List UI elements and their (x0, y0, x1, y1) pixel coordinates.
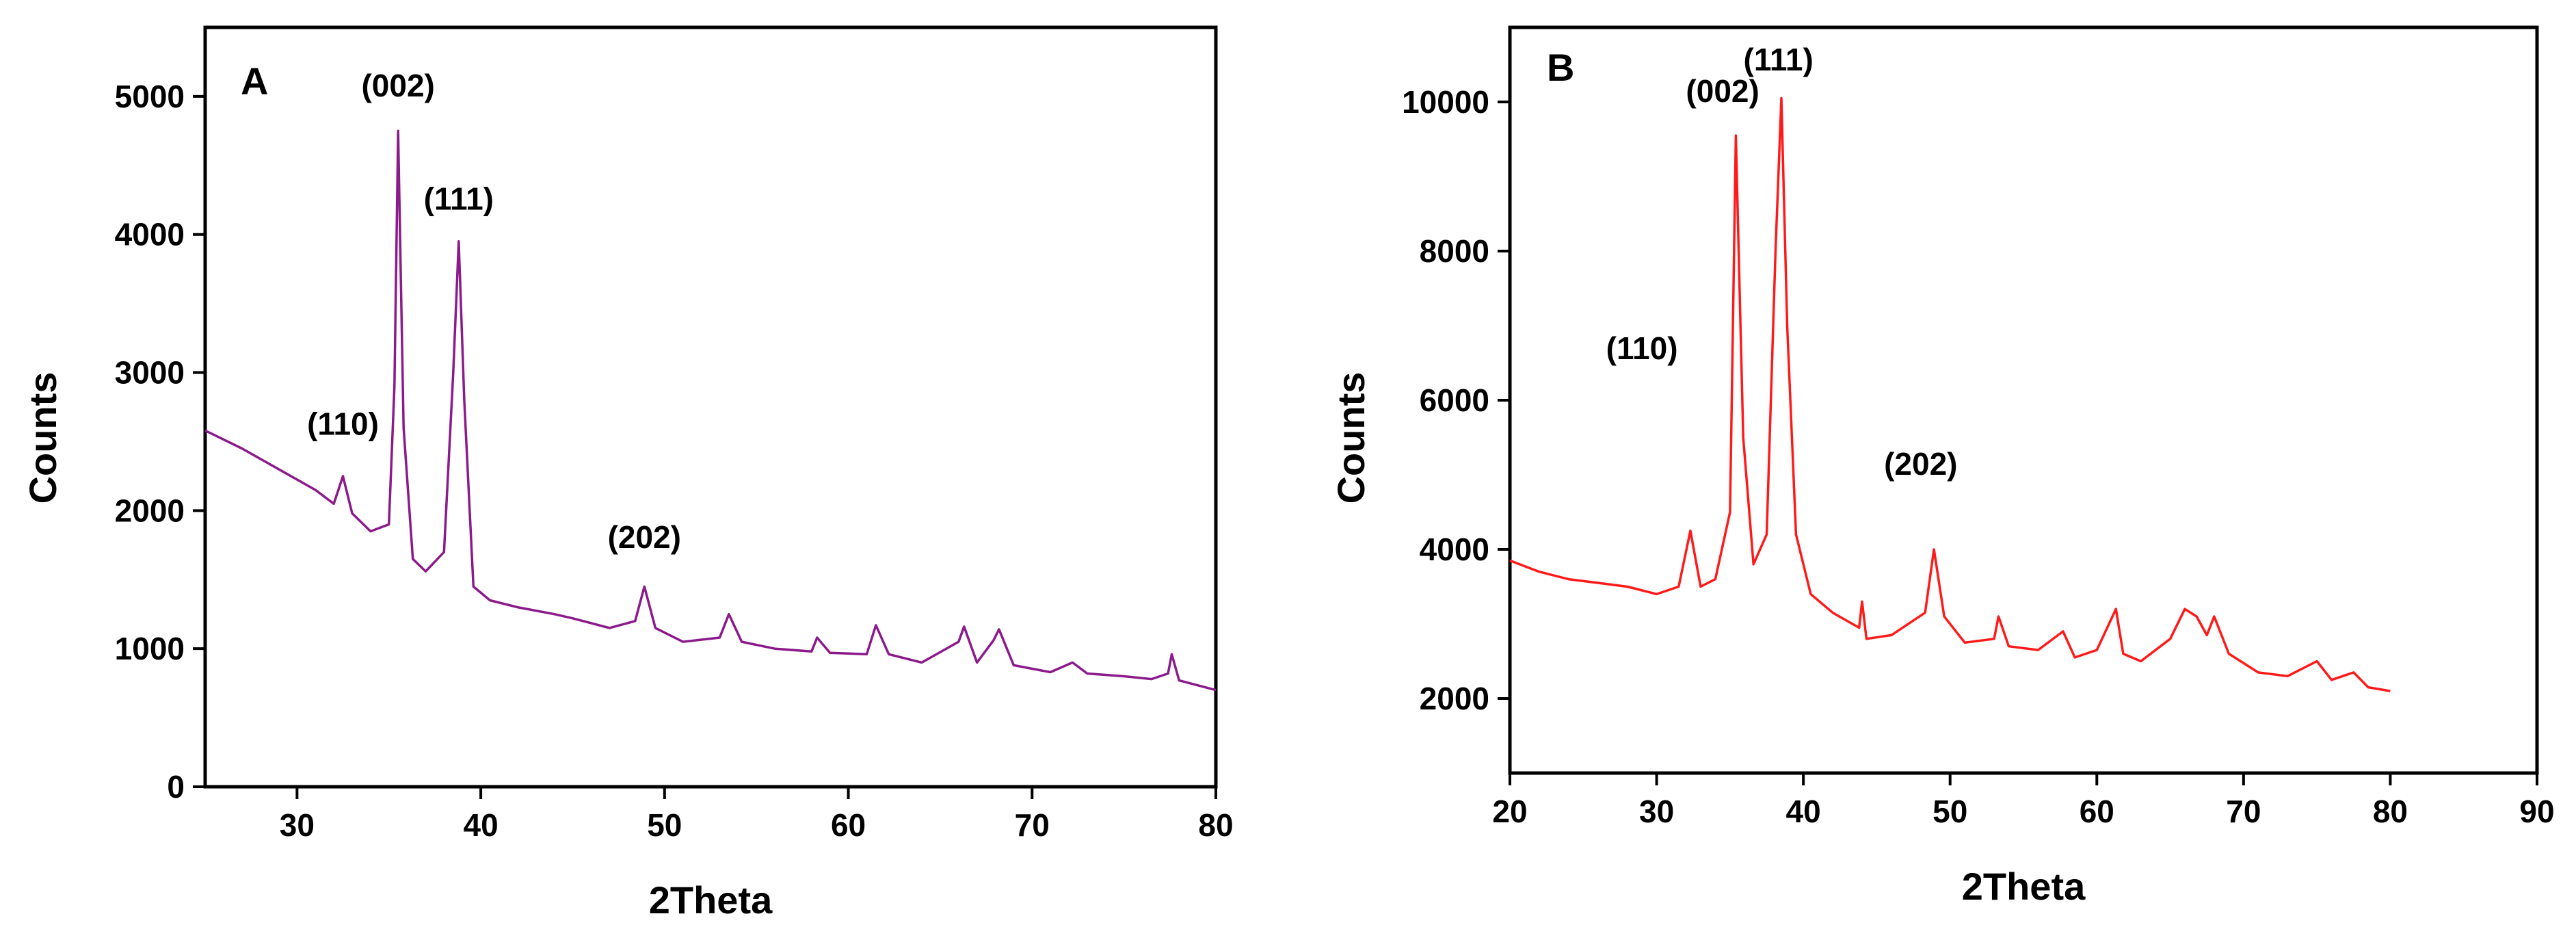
panel-a-x-axis-title: 2Theta (649, 878, 773, 922)
panel-a-y-axis-title: Counts (21, 372, 64, 504)
panel-b-x-tick-label: 80 (2373, 794, 2408, 829)
panel-a-series-line (204, 129, 1217, 692)
panel-a-y-tick-label: 0 (167, 769, 185, 805)
panel-a-x-tick-label: 60 (831, 807, 866, 843)
panel-a-x-tick-label: 40 (464, 807, 499, 843)
panel-a-peak-label: (110) (307, 406, 379, 441)
panel-b-peak-label: (111) (1744, 42, 1814, 77)
panel-b-y-tick-label: 4000 (1420, 532, 1489, 567)
panel-b-peak-labels: (110) (002)(111) (202) (1606, 42, 1958, 482)
panel-b-series-line (1509, 96, 2391, 692)
panel-a-y-tick-label: 5000 (115, 79, 185, 114)
panel-b-x-tick-label: 50 (1933, 794, 1967, 829)
panel-b-y-tick-label: 8000 (1420, 233, 1489, 269)
panel-b: 20 30 40 50 60 70 80 90 2000 4000 6000 8000 10000 (… (1329, 25, 2555, 908)
panel-b-x-tick-label: 40 (1786, 794, 1821, 829)
panel-a: 30 40 50 60 70 80 0 1000 2000 3000 4000 5000 (110)… (21, 25, 1234, 922)
panel-a-y-tick-label: 1000 (115, 631, 185, 666)
panel-a-x-tick-label: 80 (1198, 807, 1233, 843)
panel-a-y-tick-label: 2000 (115, 493, 185, 528)
panel-a-label: A (241, 60, 268, 103)
panel-b-x-axis-title: 2Theta (1962, 865, 2086, 908)
panel-a-x-tick-label: 30 (280, 807, 315, 843)
panel-a-peak-label: (202) (608, 519, 681, 555)
panel-a-plot-frame (203, 25, 1218, 789)
panel-b-y-tick-label: 6000 (1420, 382, 1489, 418)
panel-a-x-axis: 30 40 50 60 70 80 (280, 787, 1234, 843)
panel-b-y-tick-label: 2000 (1420, 681, 1489, 716)
panel-a-peak-label: (111) (424, 181, 494, 216)
panel-b-x-tick-label: 30 (1639, 794, 1674, 829)
panel-b-peak-label: (202) (1884, 446, 1957, 482)
panel-b-y-tick-label: 10000 (1402, 84, 1489, 120)
panel-a-peak-label: (002) (361, 68, 434, 103)
panel-a-peak-labels: (110) (002) (111) (202) (307, 68, 681, 555)
panel-b-y-axis-title: Counts (1329, 372, 1372, 504)
panel-b-x-tick-label: 60 (2080, 794, 2114, 829)
panel-b-x-tick-label: 70 (2226, 794, 2261, 829)
panel-b-plot-frame (1508, 25, 2539, 775)
panel-b-peak-label: (002) (1686, 73, 1759, 109)
panel-a-y-axis: 0 1000 2000 3000 4000 5000 (115, 79, 205, 805)
panel-b-label: B (1547, 46, 1574, 89)
panel-b-peak-label: (110) (1606, 330, 1678, 366)
panel-a-x-tick-label: 70 (1015, 807, 1050, 843)
panel-b-y-axis: 2000 4000 6000 8000 10000 (1402, 84, 1510, 716)
panel-a-y-tick-label: 4000 (115, 217, 185, 252)
panel-b-x-tick-label: 20 (1492, 794, 1527, 829)
panel-b-x-axis: 20 30 40 50 60 70 80 90 (1492, 773, 2555, 829)
panel-a-y-tick-label: 3000 (115, 355, 185, 391)
panel-a-x-tick-label: 50 (647, 807, 682, 843)
panel-b-x-tick-label: 90 (2519, 794, 2554, 829)
